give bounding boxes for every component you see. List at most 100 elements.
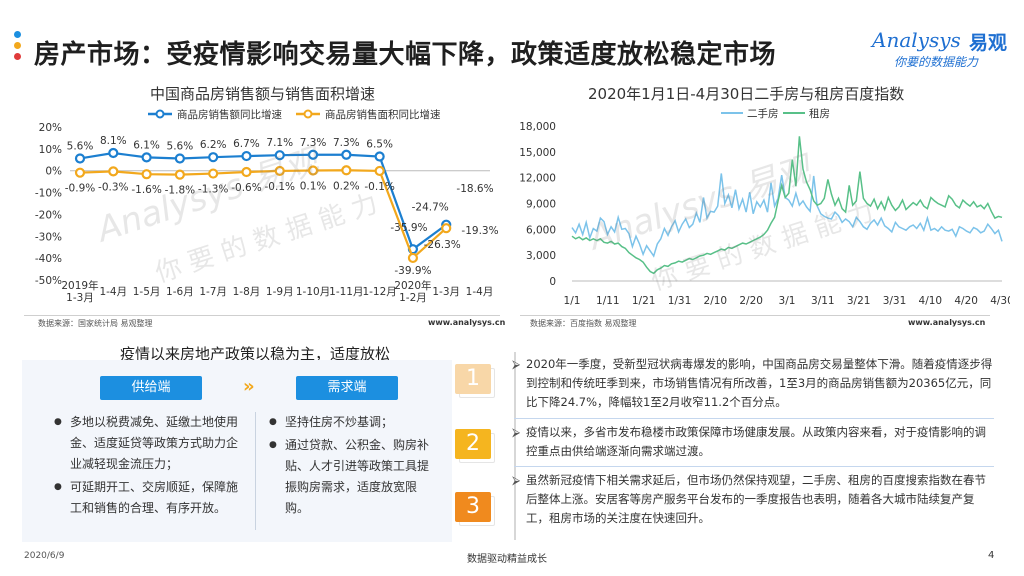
y-tick-label: 0%: [45, 166, 62, 178]
x-tick-line: 1-3月: [66, 292, 94, 304]
demand-side-label: 需求端: [296, 376, 398, 400]
x-tick-label: 1-4月: [466, 286, 494, 298]
title-dot-blue: [14, 31, 21, 38]
x-tick-label: 1-11月: [329, 286, 363, 298]
series-point: [241, 166, 252, 178]
x-tick-line: 1-10月: [296, 286, 330, 298]
x-tick-label: 3/31: [883, 295, 907, 307]
series-point: [208, 152, 219, 163]
series-point: [274, 150, 285, 161]
x-tick-line: 1-11月: [329, 286, 363, 298]
supply-items: 多地以税费减免、延缴土地使用金、适度延贷等政策方式助力企业减轻现金流压力； 可延…: [54, 412, 244, 519]
series-point: [407, 252, 419, 264]
series-point: [374, 165, 385, 177]
data-label: -35.9%: [390, 222, 427, 234]
data-label: -0.9%: [65, 183, 95, 195]
supply-item: 可延期开工、交房顺延，保障施工和销售的合理、有序开放。: [54, 477, 244, 519]
x-tick-line: 1-6月: [166, 286, 194, 298]
series-line-1: [571, 173, 1003, 258]
x-tick-label: 3/11: [811, 295, 835, 307]
series-point: [74, 167, 86, 178]
x-tick-label: 4/10: [919, 295, 943, 307]
x-tick-label: 1-5月: [133, 286, 161, 298]
y-tick-label: 3,000: [526, 250, 556, 262]
x-tick-label: 2019年 1-3月: [61, 279, 98, 304]
data-label: 7.3%: [333, 137, 360, 149]
x-tick-label: 2020年 1-2月: [394, 279, 431, 304]
x-tick-line: 1-4月: [466, 286, 494, 298]
number-badge-2: 2: [455, 429, 491, 459]
x-tick-line: 2020年: [394, 279, 431, 292]
series-point: [307, 149, 319, 160]
series-point: [141, 169, 152, 180]
series-point: [174, 169, 185, 180]
data-label: -0.1%: [364, 181, 394, 193]
x-tick-label: 2/20: [739, 295, 763, 307]
x-tick-label: 1/11: [596, 295, 620, 307]
chart1-source: 数据来源：国家统计局 易观整理: [38, 319, 153, 328]
brand-slogan: 你要的数据能力: [894, 55, 979, 69]
series-line-2: [79, 169, 447, 260]
y-tick-label: 18,000: [519, 121, 556, 133]
x-tick-line: 1-8月: [233, 286, 261, 298]
number-badge-3: 3: [455, 492, 491, 522]
series-point: [341, 149, 352, 160]
point-divider: [514, 466, 994, 467]
x-tick-line: 1-9月: [266, 286, 294, 298]
series-point: [307, 165, 319, 176]
y-tick-label: 20%: [39, 122, 62, 134]
data-label: 6.1%: [133, 139, 160, 151]
arrow-marker-icon: ⮚: [512, 473, 521, 487]
chart2-url: www.analysys.cn: [908, 318, 986, 327]
x-tick-line: 1-3月: [432, 286, 460, 298]
series-line-2: [571, 136, 1003, 275]
y-tick-label: 0: [549, 276, 556, 288]
supply-side-label: 供给端: [100, 376, 202, 400]
footer-slogan: 数据驱动精益成长: [467, 554, 547, 565]
chart1-title: 中国商品房销售额与销售面积增速: [150, 85, 376, 103]
x-tick-label: 1-12月: [362, 286, 396, 298]
demand-item: 通过贷款、公积金、购房补贴、人才引进等政策工具提振购房需求，适度放宽限购。: [269, 435, 439, 519]
legend-label: 租房: [809, 107, 830, 120]
data-label: -39.9%: [394, 265, 431, 277]
x-tick-label: 1-8月: [233, 286, 261, 298]
legend-marker: [303, 109, 313, 119]
data-label: -1.8%: [165, 185, 195, 197]
data-label: -0.3%: [98, 181, 128, 193]
x-tick-label: 1-6月: [166, 286, 194, 298]
series-point: [174, 153, 185, 164]
legend-label: 商品房销售额同比增速: [177, 108, 282, 121]
arrow-marker-icon: ⮚: [512, 357, 521, 371]
demand-items: 坚持住房不炒基调； 通过贷款、公积金、购房补贴、人才引进等政策工具提振购房需求，…: [269, 412, 439, 519]
data-label: -1.3%: [198, 184, 228, 196]
x-tick-label: 1-7月: [199, 286, 227, 298]
x-tick-label: 1-3月: [432, 286, 460, 298]
chart1-url: www.analysys.cn: [428, 318, 506, 327]
y-tick-label: -10%: [35, 188, 62, 200]
y-tick-label: -20%: [35, 209, 62, 221]
data-label: -19.3%: [461, 225, 498, 237]
point-3: ⮚ 虽然新冠疫情下相关需求延后，但市场仍然保持观望，二手房、租房的百度搜索指数在…: [512, 471, 996, 528]
x-tick-label: 1/21: [632, 295, 656, 307]
data-label: 5.6%: [167, 140, 194, 152]
title-dot-yellow: [14, 42, 21, 49]
data-label: 0.1%: [300, 180, 327, 192]
y-tick-label: -50%: [35, 275, 62, 287]
point-2: ⮚ 疫情以来，多省市发布稳楼市政策保障市场健康发展。从政策内容来看，对于疫情影响…: [512, 423, 996, 461]
footer-date: 2020/6/9: [24, 551, 65, 561]
policy-divider: [255, 412, 256, 530]
sales-growth-chart: 商品房销售额同比增速 商品房销售面积同比增速 20% 10% 0% -10% -20% -30…: [35, 108, 499, 304]
point-1-text: 2020年一季度，受新型冠状病毒爆发的影响，中国商品房交易量整体下滑。随着疫情逐…: [526, 357, 993, 409]
y-tick-label: 12,000: [519, 173, 556, 185]
point-divider: [514, 418, 994, 419]
brand-logo: Analysys 易观 你要的数据能力: [872, 26, 1022, 76]
y-tick-label: 9,000: [526, 199, 556, 211]
data-label: -26.3%: [424, 239, 461, 251]
series-point: [74, 153, 86, 164]
series-point: [441, 223, 452, 234]
x-tick-line: 1-5月: [133, 286, 161, 298]
data-label: -0.6%: [231, 182, 261, 194]
data-label: 7.1%: [266, 137, 293, 149]
supply-item: 多地以税费减免、延缴土地使用金、适度延贷等政策方式助力企业减轻现金流压力；: [54, 412, 244, 475]
chevron-right-icon: »: [243, 376, 255, 397]
